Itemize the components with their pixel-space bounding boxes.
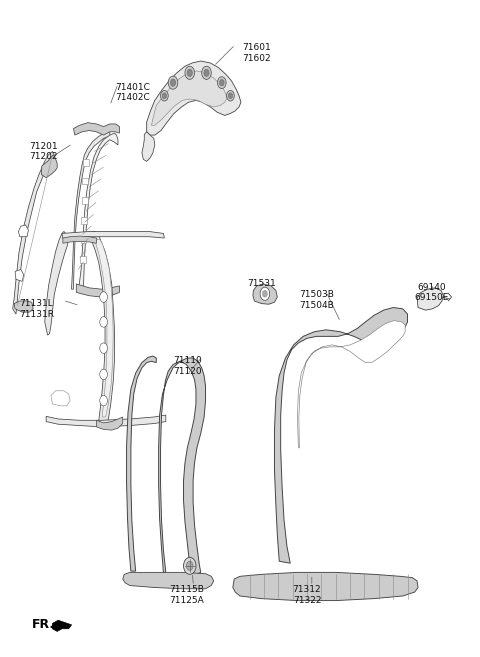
- Polygon shape: [15, 269, 24, 281]
- Polygon shape: [80, 256, 86, 263]
- Polygon shape: [275, 307, 408, 563]
- Polygon shape: [91, 231, 115, 428]
- Circle shape: [217, 77, 226, 89]
- Circle shape: [260, 287, 270, 300]
- Circle shape: [100, 396, 108, 406]
- Polygon shape: [14, 301, 33, 312]
- Text: 69140
69150E: 69140 69150E: [414, 283, 449, 302]
- Circle shape: [228, 93, 232, 99]
- Polygon shape: [83, 160, 89, 166]
- Circle shape: [100, 343, 108, 353]
- Polygon shape: [233, 572, 418, 600]
- Polygon shape: [82, 197, 87, 204]
- Polygon shape: [81, 217, 87, 223]
- Polygon shape: [52, 620, 72, 631]
- Circle shape: [186, 561, 193, 570]
- Circle shape: [204, 69, 209, 76]
- Polygon shape: [81, 237, 86, 243]
- Polygon shape: [51, 391, 70, 406]
- Text: 71531: 71531: [247, 279, 276, 288]
- Circle shape: [219, 79, 224, 86]
- Polygon shape: [46, 415, 166, 427]
- Circle shape: [168, 76, 178, 89]
- Circle shape: [187, 69, 192, 76]
- Polygon shape: [78, 133, 118, 292]
- Polygon shape: [127, 356, 156, 571]
- Polygon shape: [41, 155, 57, 177]
- Polygon shape: [83, 177, 88, 184]
- Circle shape: [160, 91, 168, 101]
- Circle shape: [100, 317, 108, 327]
- Polygon shape: [253, 284, 277, 304]
- Circle shape: [100, 369, 108, 380]
- Circle shape: [263, 290, 267, 297]
- Text: FR.: FR.: [32, 618, 55, 631]
- Polygon shape: [96, 417, 123, 430]
- Polygon shape: [72, 131, 110, 289]
- Polygon shape: [76, 284, 120, 297]
- Polygon shape: [63, 236, 96, 243]
- Polygon shape: [62, 231, 164, 238]
- Polygon shape: [12, 152, 54, 314]
- Text: 71312
71322: 71312 71322: [293, 585, 321, 605]
- Circle shape: [227, 91, 234, 101]
- Circle shape: [185, 66, 194, 79]
- Text: 71503B
71504B: 71503B 71504B: [299, 290, 334, 310]
- Polygon shape: [18, 225, 28, 237]
- Circle shape: [170, 79, 176, 86]
- Text: 71131L
71131R: 71131L 71131R: [19, 299, 54, 319]
- Text: 71115B
71125A: 71115B 71125A: [169, 585, 204, 605]
- Circle shape: [183, 557, 196, 574]
- Polygon shape: [123, 572, 214, 589]
- Circle shape: [162, 93, 167, 99]
- Text: 71110
71120: 71110 71120: [173, 356, 202, 376]
- Polygon shape: [417, 288, 444, 310]
- Polygon shape: [298, 321, 405, 448]
- Polygon shape: [152, 71, 227, 125]
- Circle shape: [100, 292, 108, 302]
- Polygon shape: [45, 231, 68, 335]
- Circle shape: [202, 66, 211, 79]
- Polygon shape: [158, 358, 205, 574]
- Polygon shape: [147, 61, 241, 135]
- Polygon shape: [73, 123, 120, 135]
- Text: 71201
71202: 71201 71202: [29, 142, 58, 162]
- Text: 71401C
71402C: 71401C 71402C: [115, 83, 150, 102]
- Polygon shape: [96, 239, 113, 417]
- Text: 71601
71602: 71601 71602: [242, 43, 271, 63]
- Polygon shape: [142, 132, 155, 162]
